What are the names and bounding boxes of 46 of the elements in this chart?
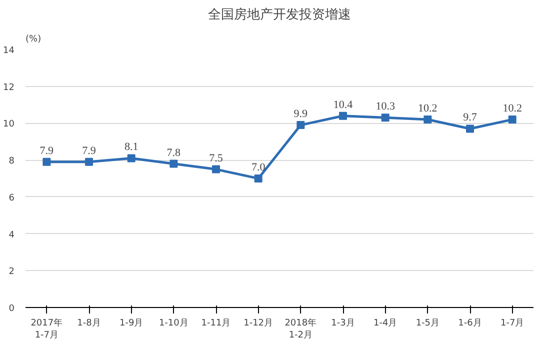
- x-tick-label: 1-10月: [158, 318, 188, 328]
- data-label: 7.9: [40, 144, 54, 157]
- point: [424, 116, 432, 124]
- point: [42, 158, 51, 166]
- x-tick-label: 1-6月: [458, 318, 482, 328]
- data-label: 10.2: [502, 102, 522, 115]
- point: [466, 124, 474, 133]
- point: [381, 114, 390, 122]
- data-label: 10.2: [418, 102, 438, 115]
- data-label: 9.9: [294, 108, 308, 120]
- data-label: 9.7: [463, 112, 478, 124]
- data-label: 7.9: [82, 144, 96, 157]
- point: [170, 160, 178, 168]
- data-label: 7.8: [166, 146, 182, 159]
- x-tick-label: 1-9月: [119, 318, 144, 328]
- point: [85, 158, 93, 166]
- x-tick-label: 1-3月: [331, 318, 355, 328]
- y-tick-label: 6: [8, 193, 15, 204]
- y-tick-label: 8: [8, 156, 15, 167]
- data-label: 7.0: [251, 162, 266, 174]
- y-tick-label: 0: [8, 304, 15, 314]
- data-label: 10.3: [376, 100, 396, 113]
- point: [339, 112, 347, 120]
- x-tick-label: 2017年 1-7月: [30, 318, 63, 340]
- point: [212, 165, 220, 174]
- x-tick-label: 1-8月: [77, 318, 101, 328]
- y-tick-label: 2: [8, 267, 15, 278]
- x-tick-label: 1-11月: [201, 318, 231, 328]
- x-tick-label: 2018年 1-2月: [284, 318, 317, 340]
- x-tick-label: 1-4月: [373, 318, 398, 328]
- chart-title: 全国房地产开发投资增速: [208, 6, 351, 22]
- point: [508, 116, 516, 124]
- y-tick-label: 4: [8, 230, 15, 240]
- data-label: 10.4: [333, 98, 354, 111]
- y-axis-title: (%): [26, 34, 42, 44]
- y-tick-label: 10: [3, 120, 15, 130]
- point: [296, 121, 305, 130]
- data-label: 8.1: [124, 141, 138, 154]
- y-tick-label: 14: [3, 46, 15, 56]
- point: [254, 174, 262, 182]
- y-tick-label: 12: [3, 82, 14, 93]
- point: [127, 154, 136, 162]
- x-tick-label: 1-7月: [500, 318, 524, 328]
- x-tick-label: 1-5月: [416, 318, 440, 328]
- x-tick-label: 1-12月: [244, 318, 274, 328]
- data-label: 7.5: [209, 152, 224, 164]
